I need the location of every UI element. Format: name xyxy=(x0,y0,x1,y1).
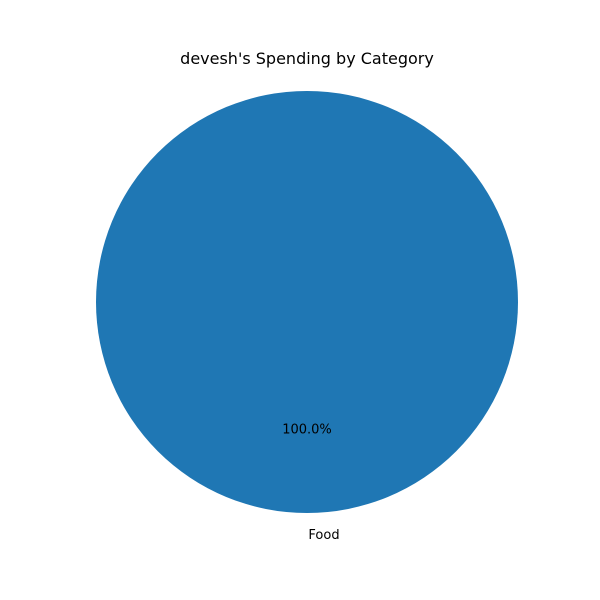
pie-slices xyxy=(96,91,518,513)
pie-slice-food xyxy=(96,91,518,513)
slice-label-food: Food xyxy=(308,528,339,543)
slice-percent-label: 100.0% xyxy=(282,423,332,438)
pie-labels: Food 100.0% xyxy=(282,423,339,543)
chart-title: devesh's Spending by Category xyxy=(180,49,434,68)
